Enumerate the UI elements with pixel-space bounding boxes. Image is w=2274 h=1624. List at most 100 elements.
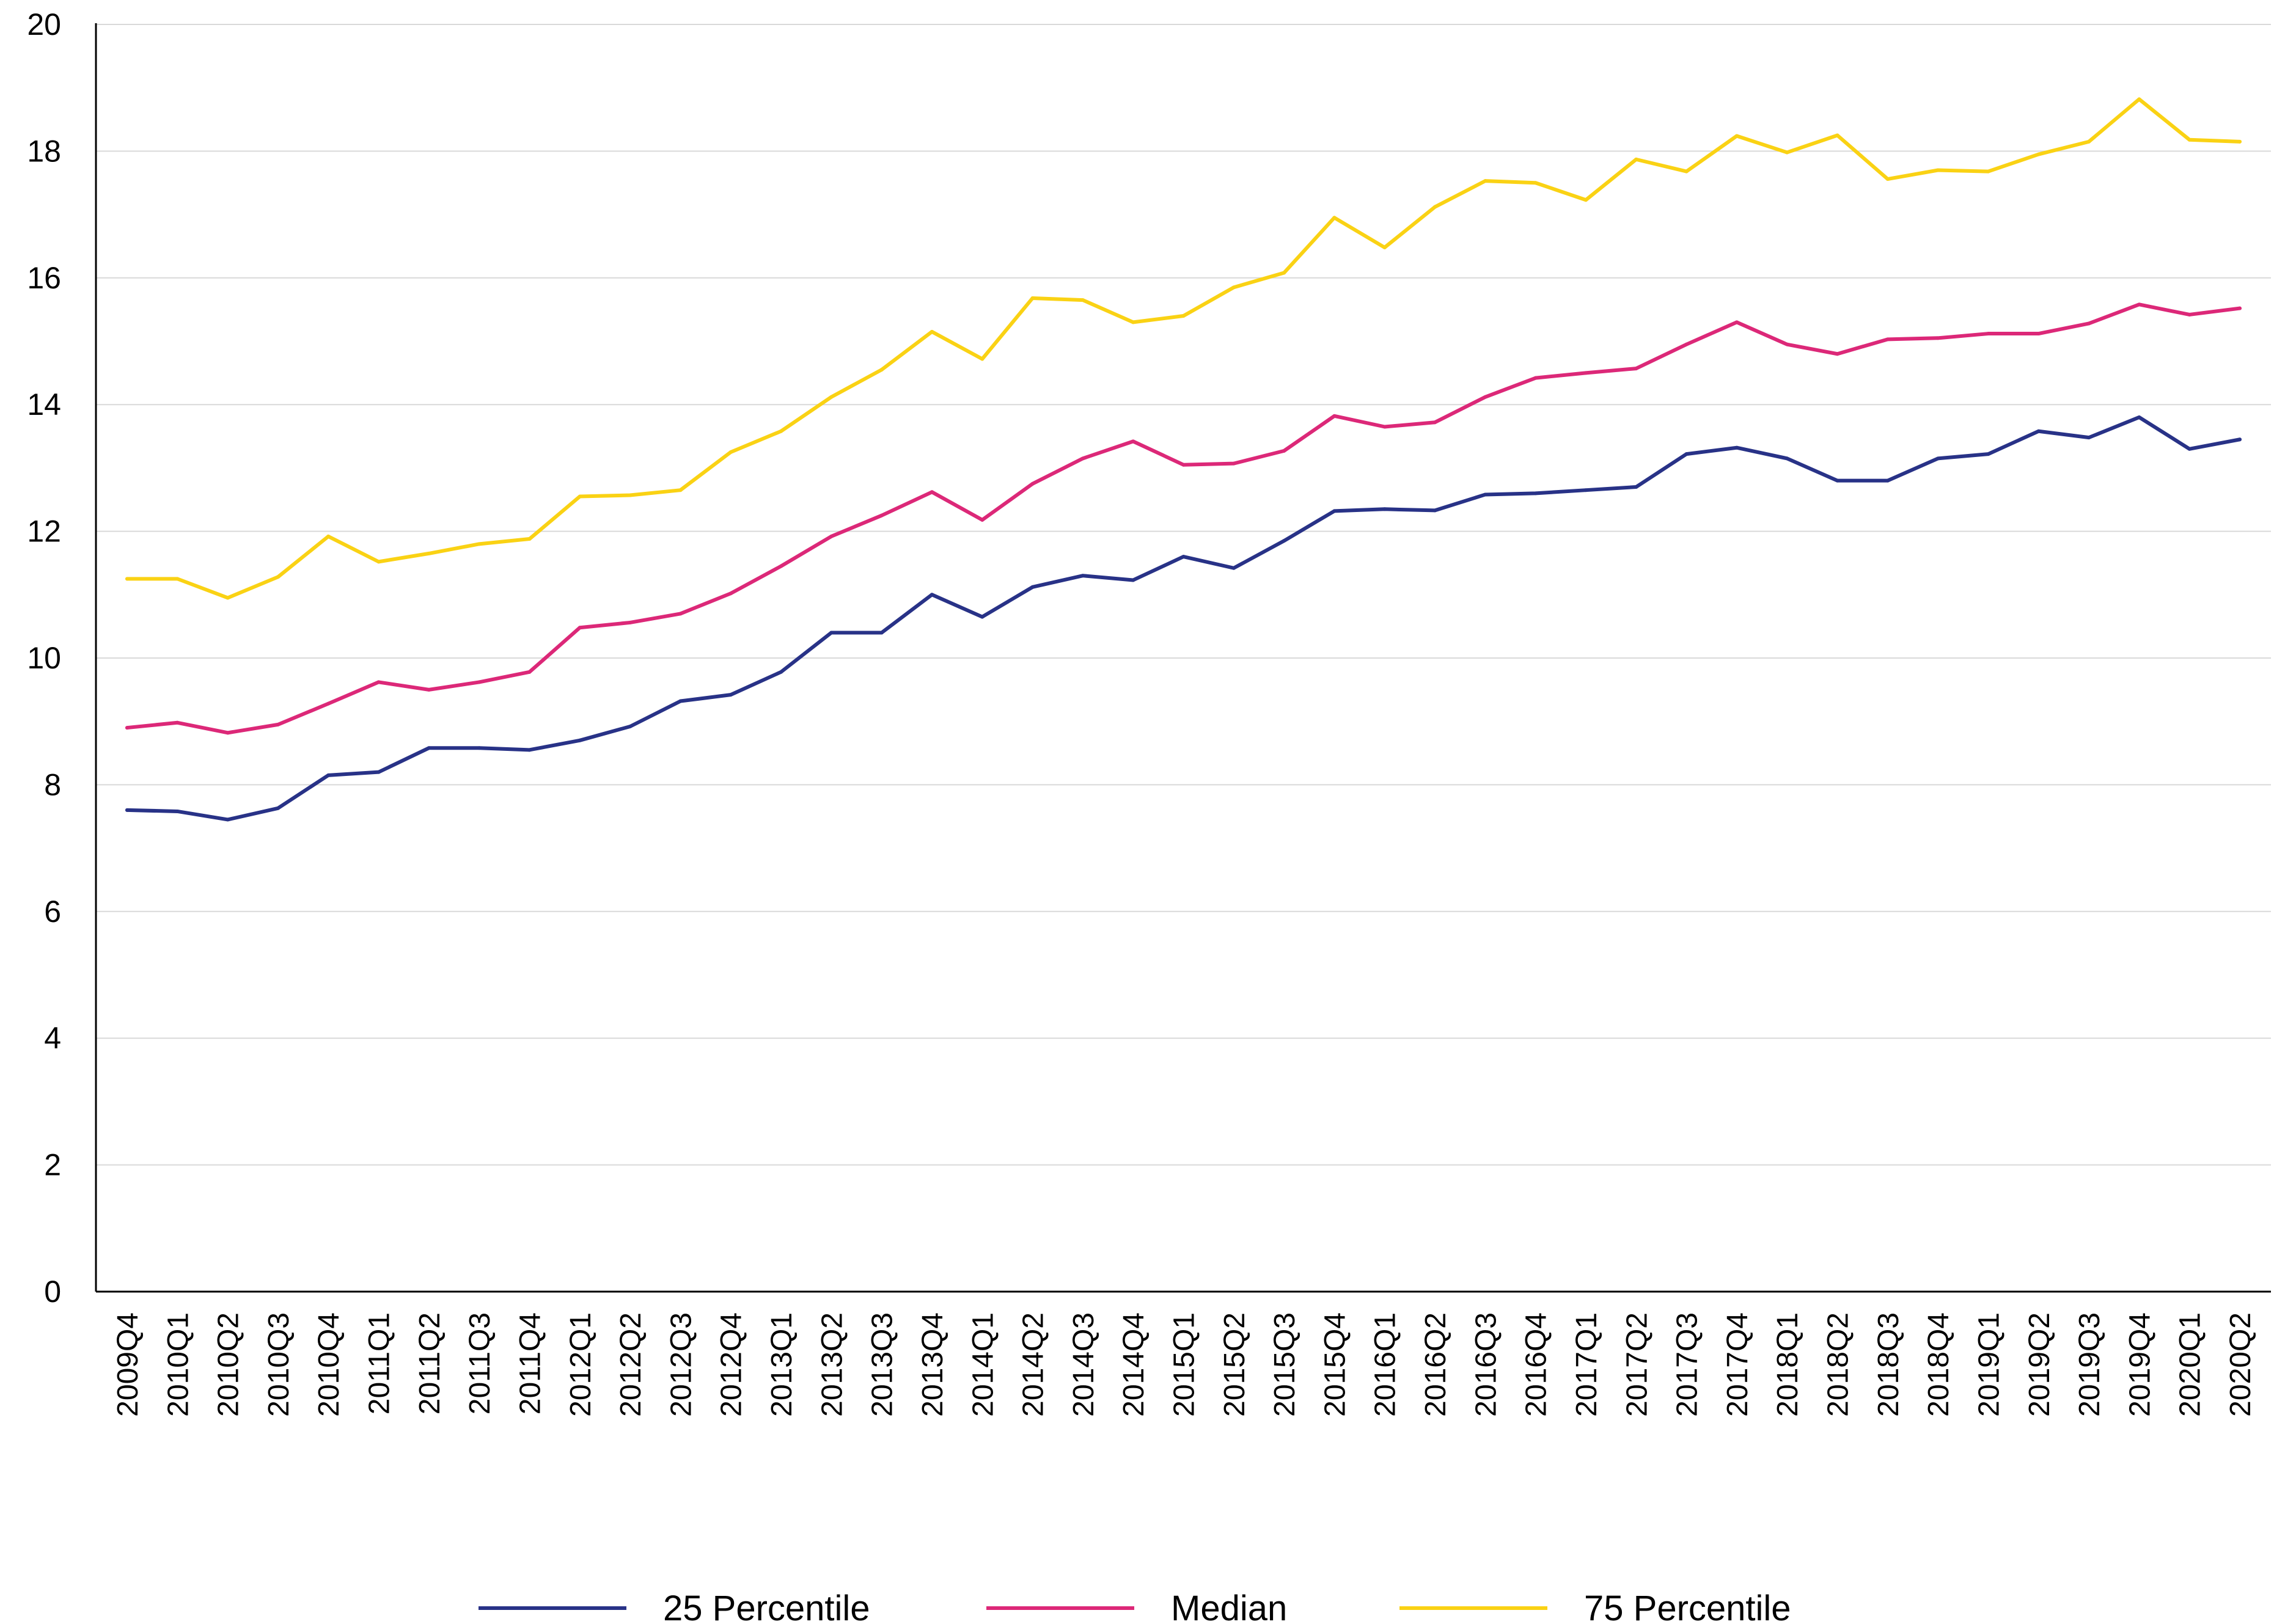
data-point [1734,134,1739,138]
data-point [879,631,884,635]
legend-item: 75 Percentile [1399,1589,1791,1624]
data-point [2036,332,2041,336]
data-point [1835,133,1839,137]
data-point [226,731,230,735]
x-tick-label: 2011Q4 [514,1312,546,1414]
y-tick-label: 8 [44,767,61,802]
series-median [125,302,2242,735]
data-point [2036,152,2041,156]
data-point [276,806,280,810]
data-point [427,687,431,692]
data-point [1433,508,1437,513]
series-lines [125,97,2242,822]
x-tick-label: 2013Q4 [917,1312,949,1417]
x-tick-label: 2019Q2 [2023,1312,2056,1417]
data-point [2238,437,2242,442]
data-point [1684,452,1689,456]
x-tick-label: 2010Q4 [313,1312,345,1417]
data-point [1734,445,1739,450]
data-point [1131,578,1135,582]
data-point [1382,246,1387,250]
data-point [1734,320,1739,324]
data-point [1131,320,1135,324]
data-point [879,368,884,372]
y-tick-label: 14 [27,387,61,422]
data-point [1835,352,1839,356]
data-point [980,615,985,619]
data-point [1332,509,1337,513]
data-point [1936,456,1940,461]
data-point [779,429,783,433]
data-point [728,591,733,596]
data-point [578,626,582,630]
y-tick-label: 20 [27,7,61,42]
data-point [728,450,733,454]
data-point [477,542,482,546]
x-tick-label: 2017Q3 [1671,1312,1704,1417]
data-point [1634,367,1638,371]
data-point [1533,376,1538,380]
x-tick-label: 2013Q1 [766,1312,798,1417]
data-point [678,699,683,703]
data-point [1181,314,1186,318]
data-point [527,537,532,541]
y-tick-label: 16 [27,261,61,295]
data-point [1382,425,1387,429]
data-point [1885,337,1890,342]
data-point [1483,492,1487,497]
x-tick-label: 2017Q1 [1571,1312,1603,1417]
x-tick-label: 2014Q1 [967,1312,999,1417]
x-tick-label: 2016Q2 [1420,1312,1452,1417]
data-point [1282,539,1286,543]
x-tick-label: 2020Q2 [2224,1312,2257,1417]
x-tick-label: 2016Q4 [1520,1312,1553,1417]
data-point [930,490,934,494]
data-point [779,670,783,674]
data-point [678,488,683,492]
x-tick-label: 2017Q4 [1722,1312,1754,1417]
x-tick-label: 2016Q1 [1370,1312,1402,1417]
x-tick-label: 2010Q3 [263,1312,295,1417]
x-tick-label: 2013Q2 [816,1312,848,1417]
data-point [1131,439,1135,444]
data-point [1583,198,1588,202]
x-tick-label: 2011Q2 [414,1312,446,1414]
data-point [1433,420,1437,425]
data-point [276,575,280,579]
data-point [1181,463,1186,467]
data-point [1684,169,1689,174]
x-tick-label: 2014Q4 [1118,1312,1150,1417]
x-tick-label: 2012Q4 [716,1312,748,1417]
data-point [226,596,230,600]
data-point [1634,157,1638,161]
data-point [628,724,633,728]
data-point [1936,336,1940,340]
x-tick-label: 2010Q2 [213,1312,245,1417]
x-tick-label: 2018Q1 [1772,1312,1804,1417]
data-point [980,357,985,361]
data-point [276,722,280,726]
data-point [1986,452,1990,456]
x-tick-label: 2016Q3 [1470,1312,1502,1417]
data-point [628,493,633,497]
x-tick-label: 2009Q4 [112,1312,144,1417]
y-tick-label: 6 [44,894,61,929]
legend-item: Median [986,1589,1287,1624]
x-tick-label: 2011Q1 [364,1312,396,1414]
data-point [1332,216,1337,220]
data-point [829,631,834,635]
data-point [1583,371,1588,375]
x-tick-label: 2019Q3 [2074,1312,2106,1417]
data-point [678,612,683,616]
data-point [829,534,834,538]
x-tick-label: 2010Q1 [162,1312,194,1417]
data-point [1785,342,1789,346]
x-tick-label: 2017Q2 [1621,1312,1653,1417]
data-point [1030,296,1035,300]
x-tick-label: 2013Q3 [867,1312,899,1417]
x-tick-label: 2018Q4 [1923,1312,1955,1417]
data-point [1936,168,1940,172]
data-point [1231,285,1236,290]
y-tick-label: 2 [44,1148,61,1182]
